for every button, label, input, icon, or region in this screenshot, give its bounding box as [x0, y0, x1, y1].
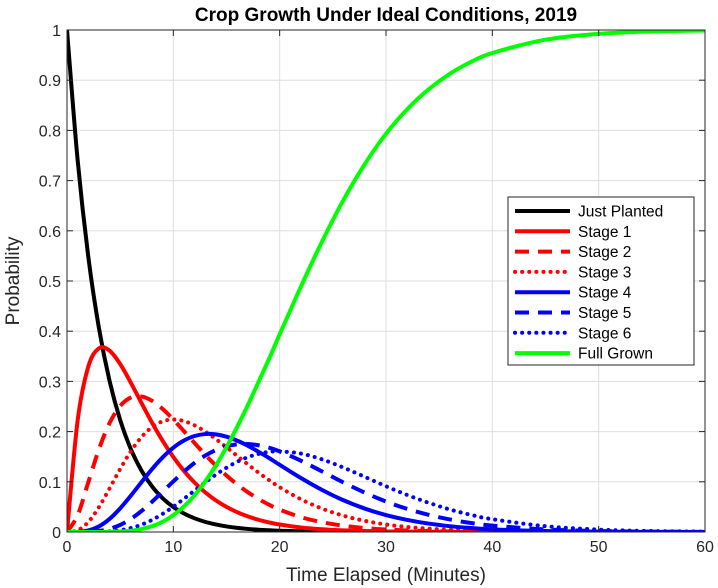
x-tick-label: 60 — [696, 539, 714, 556]
series-line-stage-2 — [67, 394, 705, 532]
series-lines — [67, 30, 705, 532]
x-tick-label: 40 — [483, 539, 501, 556]
y-tick-label: 0.7 — [39, 174, 61, 191]
y-tick-label: 0.9 — [39, 73, 61, 90]
legend-item: Stage 4 — [515, 285, 632, 302]
x-tick-label: 0 — [63, 539, 72, 556]
x-tick-label: 10 — [164, 539, 182, 556]
chart-title: Crop Growth Under Ideal Conditions, 2019 — [195, 5, 577, 26]
y-axis-label: Probability — [3, 236, 24, 325]
y-tick-label: 0.8 — [39, 123, 61, 140]
series-line-stage-3 — [67, 417, 705, 532]
y-tick-label: 0.3 — [39, 374, 61, 391]
legend-label: Just Planted — [578, 204, 663, 221]
legend-item: Stage 1 — [515, 224, 631, 241]
legend-label: Stage 1 — [578, 224, 631, 241]
legend-item: Just Planted — [515, 204, 663, 221]
legend-label: Full Grown — [578, 346, 653, 363]
ticks: 0 10 20 30 40 50 60 0 0.1 0.2 0.3 0.4 0.5 0.6 0.7 0.8 0.… — [39, 23, 714, 556]
x-axis-label: Time Elapsed (Minutes) — [286, 565, 486, 586]
x-tick-label: 30 — [377, 539, 395, 556]
legend-label: Stage 3 — [578, 264, 631, 281]
x-tick-label: 50 — [590, 539, 608, 556]
legend-item: Stage 3 — [513, 264, 631, 281]
y-tick-label: 0.5 — [39, 274, 61, 291]
legend-label: Stage 2 — [578, 244, 631, 261]
legend-item: Stage 6 — [513, 325, 631, 342]
y-tick-label: 0.1 — [39, 475, 61, 492]
legend-box — [507, 196, 695, 366]
y-tick-label: 1 — [52, 23, 61, 40]
legend-label: Stage 4 — [578, 285, 632, 302]
series-line-stage-5 — [67, 441, 705, 532]
series-line-full-grown — [67, 30, 705, 532]
legend-item: Stage 5 — [515, 305, 631, 322]
legend-item: Full Grown — [515, 346, 653, 363]
series-line-just-planted — [67, 30, 705, 532]
x-tick-label: 20 — [271, 539, 289, 556]
y-tick-label: 0.6 — [39, 224, 61, 241]
legend-label: Stage 5 — [578, 305, 631, 322]
y-tick-label: 0.2 — [39, 425, 61, 442]
legend-label: Stage 6 — [578, 325, 631, 342]
legend-item: Stage 2 — [515, 244, 631, 261]
y-tick-label: 0.4 — [39, 324, 61, 341]
legend: Just Planted Stage 1 Stage 2 Stage 3 Stage 4… — [507, 196, 695, 366]
y-tick-label: 0 — [52, 525, 61, 542]
